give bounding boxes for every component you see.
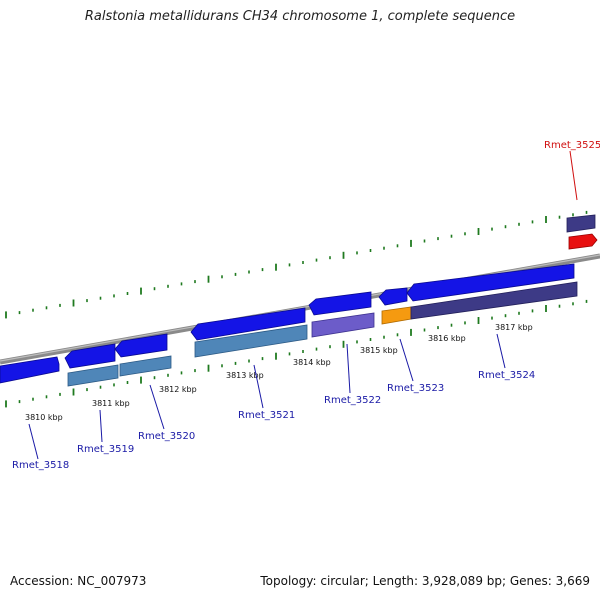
gene-arrow-rmet-3521[interactable] — [190, 307, 306, 341]
gene-arrow-rmet-3520[interactable] — [114, 333, 168, 358]
kbp-label-3815: 3815 kbp — [360, 346, 398, 355]
callout-line-rmet-3518 — [28, 423, 39, 460]
kbp-labels: 3810 kbp 3811 kbp 3812 kbp 3813 kbp 3814… — [25, 323, 533, 422]
upper-feature-track — [566, 214, 598, 250]
forward-gene-track — [0, 263, 575, 384]
kbp-label-3810: 3810 kbp — [25, 413, 63, 422]
feature-block-rmet-3522[interactable] — [311, 312, 375, 338]
gene-labels: Rmet_3518 Rmet_3519 Rmet_3520 Rmet_3521 … — [12, 140, 600, 471]
callout-line-rmet-3525 — [569, 150, 578, 201]
callout-line-rmet-3523 — [399, 338, 414, 382]
callout-line-rmet-3521 — [253, 364, 264, 409]
gene-label-rmet-3522[interactable]: Rmet_3522 — [324, 395, 381, 406]
chromosome-backbone-highlight — [0, 254, 600, 362]
gene-arrow-rmet-3523[interactable] — [378, 287, 408, 306]
gene-label-rmet-3525[interactable]: Rmet_3525 — [544, 140, 600, 151]
kbp-label-3812: 3812 kbp — [159, 385, 197, 394]
accession-label: Accession: NC_007973 — [10, 574, 147, 588]
gene-arrow-rmet-3524[interactable] — [406, 263, 575, 302]
upper-tick-track — [5, 210, 588, 319]
callout-line-rmet-3520 — [149, 384, 165, 430]
feature-block-rmet-3525[interactable] — [566, 214, 596, 233]
gene-callouts — [28, 150, 578, 460]
callout-line-rmet-3519 — [99, 409, 103, 443]
kbp-label-3816: 3816 kbp — [428, 334, 466, 343]
gene-arrow-rmet-3518[interactable] — [0, 356, 60, 384]
gene-label-rmet-3519[interactable]: Rmet_3519 — [77, 444, 134, 455]
topology-summary: Topology: circular; Length: 3,928,089 bp… — [260, 574, 590, 588]
lower-tick-track — [5, 299, 588, 408]
kbp-label-3817: 3817 kbp — [495, 323, 533, 332]
feature-block-rmet-3519[interactable] — [67, 364, 119, 387]
gene-label-rmet-3518[interactable]: Rmet_3518 — [12, 460, 69, 471]
kbp-label-3811: 3811 kbp — [92, 399, 130, 408]
feature-block-rmet-3520[interactable] — [119, 355, 172, 377]
feature-block-rmet-3521[interactable] — [194, 324, 308, 358]
map-title: Ralstonia metallidurans CH34 chromosome … — [84, 9, 516, 24]
feature-block-rmet-3523[interactable] — [381, 306, 412, 325]
gene-label-rmet-3520[interactable]: Rmet_3520 — [138, 431, 195, 442]
gene-arrow-rmet-3522[interactable] — [308, 291, 372, 316]
callout-line-rmet-3524 — [496, 333, 506, 369]
feature-block-rmet-3524[interactable] — [410, 281, 578, 320]
kbp-label-3813: 3813 kbp — [226, 371, 264, 380]
feature-track — [67, 281, 578, 387]
gene-label-rmet-3524[interactable]: Rmet_3524 — [478, 370, 535, 381]
gene-label-rmet-3521[interactable]: Rmet_3521 — [238, 410, 295, 421]
callout-line-rmet-3522 — [346, 343, 351, 394]
kbp-label-3814: 3814 kbp — [293, 358, 331, 367]
gene-arrow-rmet-3519[interactable] — [64, 343, 116, 369]
gene-arrow-rmet-3525[interactable] — [568, 233, 598, 250]
gene-label-rmet-3523[interactable]: Rmet_3523 — [387, 383, 444, 394]
